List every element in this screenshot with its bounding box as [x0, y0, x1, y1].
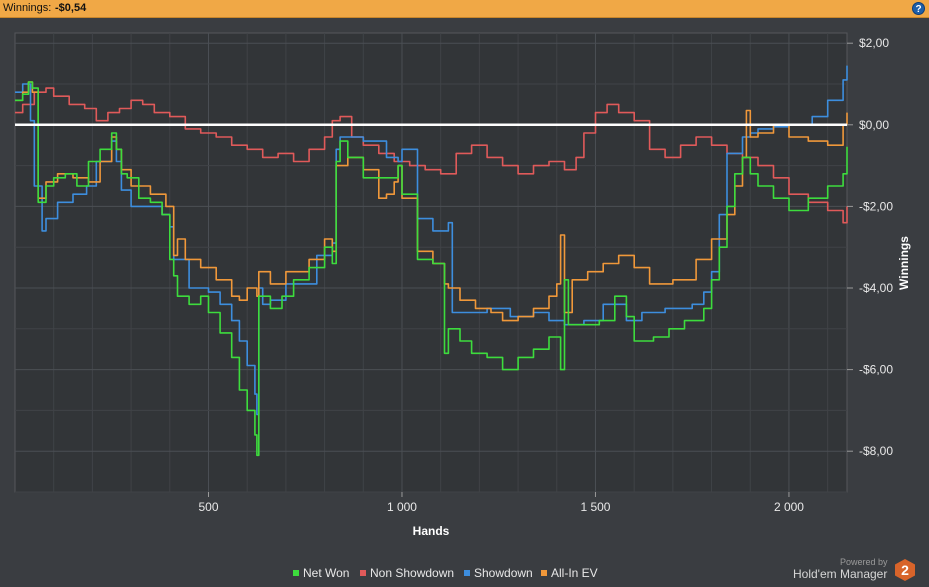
legend-label: Net Won	[303, 566, 350, 580]
plot-area	[14, 32, 848, 493]
winnings-chart: $2,00 $0,00 -$2,00 -$4,00 -$6,00 -$8,00 500 1 …	[14, 32, 911, 538]
y-tick-label: -$8,00	[859, 444, 893, 458]
x-tick-label: 1 000	[387, 500, 417, 514]
x-tick-label: 2 000	[774, 500, 804, 514]
x-tick-label: 1 500	[580, 500, 610, 514]
y-axis-label: Winnings	[897, 236, 911, 290]
brand-name: Hold'em Manager	[793, 567, 888, 581]
y-tick-label: $2,00	[859, 36, 889, 50]
help-icon[interactable]: ?	[912, 2, 925, 15]
series-line-net-won	[15, 81, 848, 457]
series-line-all-in-ev	[15, 81, 848, 322]
y-tick-label: -$4,00	[859, 281, 893, 295]
legend-swatch	[464, 570, 470, 576]
series-group	[15, 65, 848, 457]
legend-swatch	[293, 570, 299, 576]
x-axis-label: Hands	[413, 524, 450, 538]
legend-swatch	[360, 570, 366, 576]
legend-label: Non Showdown	[370, 566, 455, 580]
y-tick-label: -$2,00	[859, 199, 893, 213]
x-axis-ticks: 500 1 000 1 500 2 000	[198, 492, 804, 514]
y-tick-label: -$6,00	[859, 363, 893, 377]
series-line-non-showdown	[15, 87, 848, 224]
y-tick-label: $0,00	[859, 118, 889, 132]
legend-label: Showdown	[474, 566, 533, 580]
winnings-value: -$0,54	[55, 2, 87, 14]
hem-logo-number: 2	[901, 562, 909, 578]
powered-by-text: Powered by	[840, 557, 888, 567]
summary-bar: Winnings: -$0,54 ?	[0, 0, 929, 18]
x-tick-label: 500	[198, 500, 218, 514]
y-axis-ticks: $2,00 $0,00 -$2,00 -$4,00 -$6,00 -$8,00	[847, 36, 893, 458]
legend-label: All-In EV	[551, 566, 598, 580]
hem-logo: 2	[895, 559, 915, 581]
winnings-label: Winnings:	[3, 2, 52, 14]
legend-swatch	[541, 570, 547, 576]
series-line-showdown	[15, 65, 848, 416]
